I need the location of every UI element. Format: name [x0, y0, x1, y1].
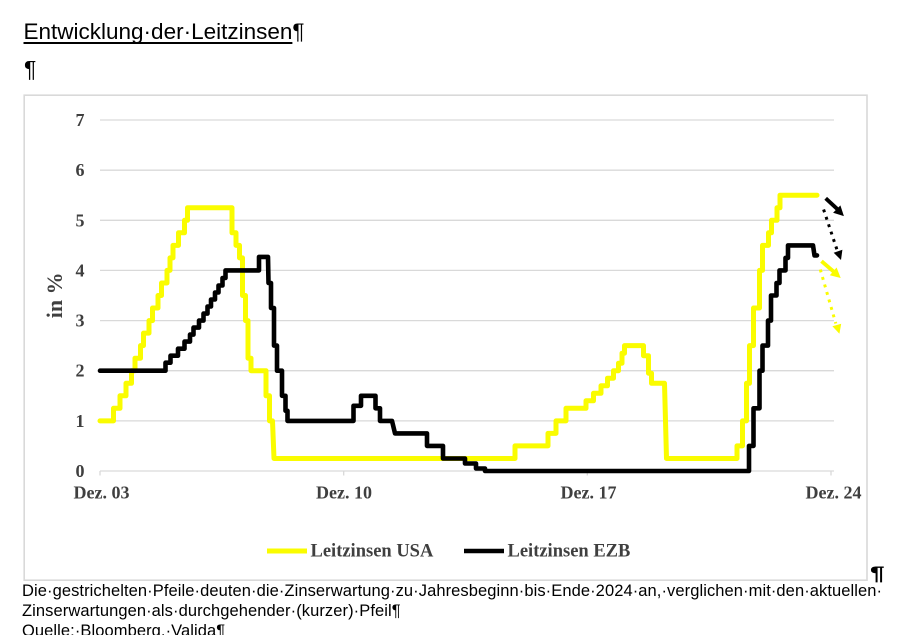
svg-text:Dez. 03: Dez. 03: [74, 483, 130, 503]
svg-text:3: 3: [76, 311, 85, 331]
svg-text:7: 7: [76, 110, 85, 130]
svg-text:5: 5: [76, 210, 85, 230]
svg-text:2: 2: [76, 361, 85, 381]
svg-text:Leitzinsen USA: Leitzinsen USA: [311, 542, 434, 562]
svg-text:6: 6: [76, 160, 85, 180]
svg-text:1: 1: [76, 411, 85, 431]
svg-text:Leitzinsen EZB: Leitzinsen EZB: [508, 542, 631, 562]
svg-text:4: 4: [76, 260, 85, 280]
svg-text:Dez. 10: Dez. 10: [316, 483, 372, 503]
svg-text:0: 0: [76, 461, 85, 481]
svg-text:Dez. 17: Dez. 17: [561, 483, 617, 503]
svg-text:Dez. 24: Dez. 24: [806, 483, 862, 503]
svg-text:in %: in %: [42, 272, 67, 318]
